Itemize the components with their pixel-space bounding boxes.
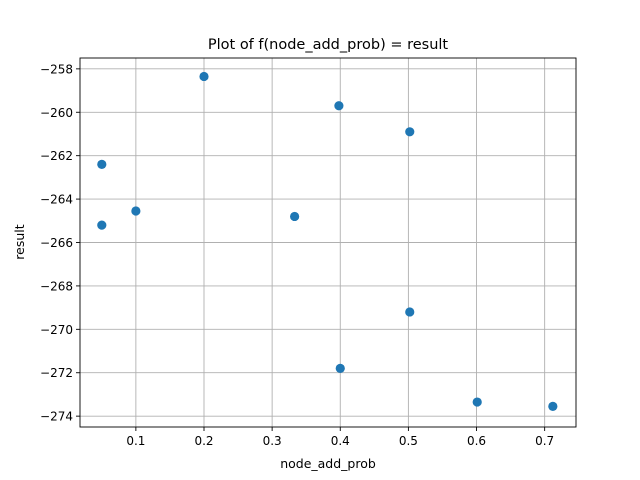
x-axis-label: node_add_prob [280, 456, 376, 471]
y-tick-label: −274 [40, 410, 73, 424]
data-point [97, 159, 107, 169]
x-tick-label: 0.3 [263, 434, 282, 448]
x-tick-label: 0.5 [399, 434, 418, 448]
x-tick-label: 0.1 [126, 434, 145, 448]
x-tick-label: 0.2 [194, 434, 213, 448]
y-tick-label: −262 [40, 149, 73, 163]
data-point [335, 363, 345, 373]
y-tick-label: −270 [40, 323, 73, 337]
y-axis-label: result [12, 224, 27, 259]
y-tick-label: −264 [40, 193, 73, 207]
y-tick-label: −266 [40, 236, 73, 250]
y-tick-label: −268 [40, 279, 73, 293]
data-point [405, 127, 415, 137]
ticks-layer: 0.1 0.2 0.3 0.4 0.5 0.6 0.7 −274 −272 −270 −268 −26… [40, 62, 554, 448]
x-tick-label: 0.6 [467, 434, 486, 448]
data-point [405, 307, 415, 317]
plot-frame [79, 57, 577, 428]
x-tick-label: 0.7 [535, 434, 554, 448]
x-tick-label: 0.4 [331, 434, 350, 448]
data-point [472, 397, 482, 407]
data-point [199, 71, 209, 82]
grid-layer [80, 58, 576, 427]
data-point [131, 206, 141, 216]
data-point [548, 401, 558, 411]
data-point [334, 101, 344, 111]
data-point [97, 220, 107, 230]
y-tick-label: −258 [40, 62, 73, 76]
y-tick-label: −272 [40, 366, 73, 380]
y-tick-label: −260 [40, 106, 73, 120]
chart-title: Plot of f(node_add_prob) = result [208, 37, 449, 53]
data-point [290, 211, 300, 222]
points-layer [97, 71, 558, 411]
